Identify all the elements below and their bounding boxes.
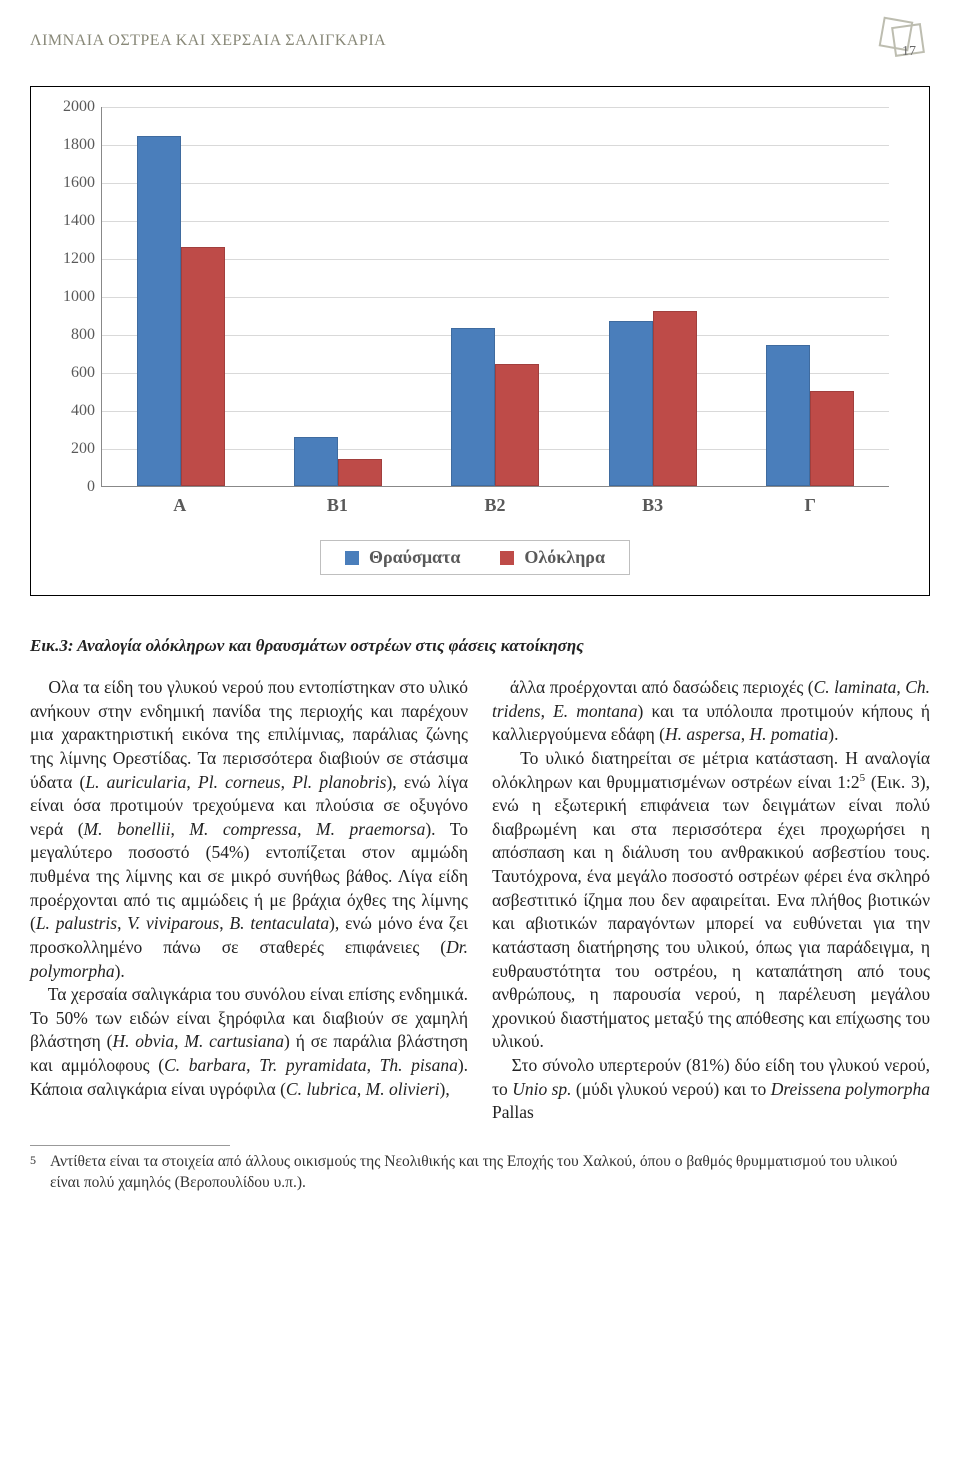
chart-bar-group	[451, 328, 539, 486]
chart-legend-swatch	[345, 551, 359, 565]
chart-bar-group	[766, 345, 854, 486]
chart-y-tick: 200	[71, 440, 95, 458]
chart-legend-item: Θραύσματα	[345, 547, 460, 568]
chart-bar	[181, 247, 225, 486]
chart-y-tick: 1200	[63, 250, 95, 268]
running-title: ΛΙΜΝΑΙΑ ΟΣΤΡΕΑ ΚΑΙ ΧΕΡΣΑΙΑ ΣΑΛΙΓΚΑΡΙΑ	[30, 32, 386, 50]
chart-y-tick: 1600	[63, 174, 95, 192]
chart-x-label: Γ	[766, 495, 854, 516]
chart-y-tick: 2000	[63, 98, 95, 116]
chart-bar	[294, 437, 338, 486]
chart-x-label: Β1	[293, 495, 381, 516]
chart-legend-label: Ολόκληρα	[524, 547, 605, 568]
body-right-paragraph: άλλα προέρχονται από δασώδεις περιοχές (…	[492, 676, 930, 1125]
chart-bar	[766, 345, 810, 486]
chart-bar-group	[609, 311, 697, 486]
chart-bar	[451, 328, 495, 486]
chart-x-labels: Α Β1 Β2 Β3 Γ	[101, 495, 889, 516]
body-left-column: Ολα τα είδη του γλυκού νερού που εντοπίσ…	[30, 676, 468, 1125]
footnote-rule	[30, 1145, 230, 1146]
chart-y-tick: 600	[71, 364, 95, 382]
figure-chart: 0200400600800100012001400160018002000 ΑΒ…	[30, 86, 930, 596]
chart-y-tick: 800	[71, 326, 95, 344]
page-number: 17	[902, 44, 916, 60]
chart-bar	[137, 136, 181, 486]
body-right-column: άλλα προέρχονται από δασώδεις περιοχές (…	[492, 676, 930, 1125]
footnote-number: 5	[30, 1152, 36, 1194]
body-text: Ολα τα είδη του γλυκού νερού που εντοπίσ…	[30, 676, 930, 1125]
chart-bar	[609, 321, 653, 486]
chart-y-tick: 1400	[63, 212, 95, 230]
chart-bar	[653, 311, 697, 486]
chart-x-label: Β2	[451, 495, 539, 516]
chart-legend-swatch	[500, 551, 514, 565]
chart-bars	[102, 107, 889, 486]
chart-y-axis: 0200400600800100012001400160018002000	[51, 107, 101, 487]
chart-bar-group	[137, 136, 225, 486]
page-number-decoration: 17	[876, 14, 930, 68]
chart-x-label: Β3	[609, 495, 697, 516]
chart-y-tick: 1800	[63, 136, 95, 154]
page-header: ΛΙΜΝΑΙΑ ΟΣΤΡΕΑ ΚΑΙ ΧΕΡΣΑΙΑ ΣΑΛΙΓΚΑΡΙΑ 17	[0, 0, 960, 76]
body-left-paragraph: Ολα τα είδη του γλυκού νερού που εντοπίσ…	[30, 676, 468, 1101]
chart-bar-group	[294, 437, 382, 486]
chart-legend-label: Θραύσματα	[369, 547, 460, 568]
figure-caption: Εικ.3: Αναλογία ολόκληρων και θραυσμάτων…	[30, 636, 930, 656]
chart-y-tick: 400	[71, 402, 95, 420]
footnote-text: Αντίθετα είναι τα στοιχεία από άλλους οι…	[50, 1152, 930, 1194]
chart-legend: Θραύσματα Ολόκληρα	[320, 540, 630, 575]
chart-legend-item: Ολόκληρα	[500, 547, 605, 568]
chart-plot	[101, 107, 889, 487]
chart-bar	[810, 391, 854, 486]
chart-plot-area: 0200400600800100012001400160018002000	[101, 107, 889, 487]
footnote: 5 Αντίθετα είναι τα στοιχεία από άλλους …	[30, 1152, 930, 1194]
chart-y-tick: 1000	[63, 288, 95, 306]
chart-bar	[338, 459, 382, 486]
chart-bar	[495, 364, 539, 486]
chart-x-label: Α	[136, 495, 224, 516]
chart-y-tick: 0	[87, 478, 95, 496]
